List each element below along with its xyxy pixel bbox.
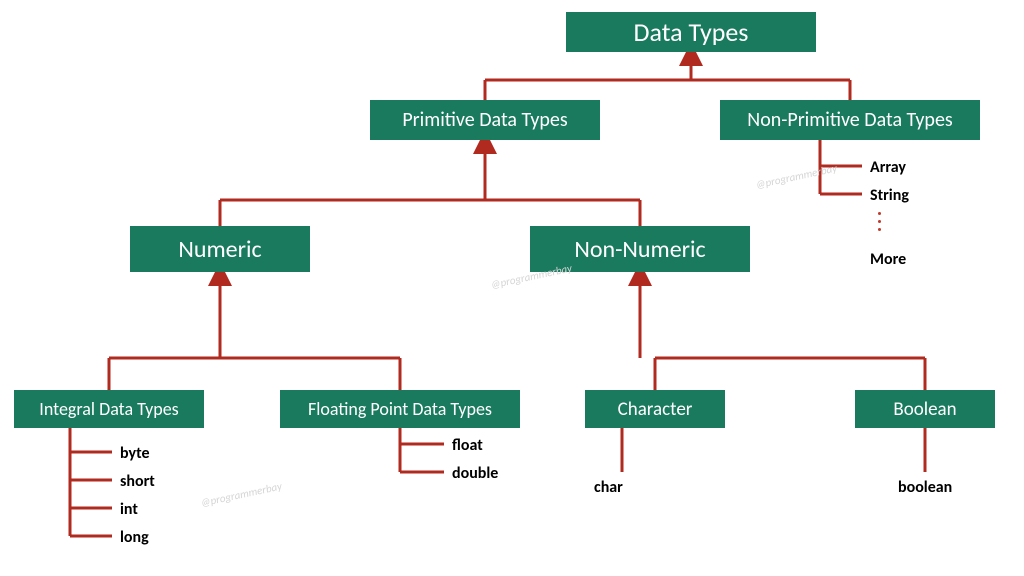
node-floating: Floating Point Data Types bbox=[280, 390, 520, 428]
leaf-int: int bbox=[120, 500, 138, 519]
leaf-long: long bbox=[120, 528, 149, 547]
watermark-2: @programmerbay bbox=[755, 162, 839, 192]
leaf-more: More bbox=[870, 250, 906, 269]
leaf-double: double bbox=[452, 464, 498, 483]
leaf-float: float bbox=[452, 436, 483, 455]
node-boolean: Boolean bbox=[855, 390, 995, 428]
node-integral: Integral Data Types bbox=[14, 390, 204, 428]
ellipsis-dots bbox=[878, 212, 881, 231]
node-character: Character bbox=[585, 390, 725, 428]
leaf-byte: byte bbox=[120, 444, 150, 463]
leaf-boolean_leaf: boolean bbox=[898, 478, 952, 497]
leaf-string: String bbox=[870, 186, 909, 205]
node-nonprimitive: Non-Primitive Data Types bbox=[720, 100, 980, 140]
leaf-array: Array bbox=[870, 158, 906, 177]
leaf-char: char bbox=[594, 478, 623, 497]
node-primitive: Primitive Data Types bbox=[370, 100, 600, 140]
watermark-0: @programmerbay bbox=[200, 480, 284, 510]
node-root: Data Types bbox=[566, 12, 816, 52]
leaf-short: short bbox=[120, 472, 155, 491]
node-numeric: Numeric bbox=[130, 226, 310, 272]
